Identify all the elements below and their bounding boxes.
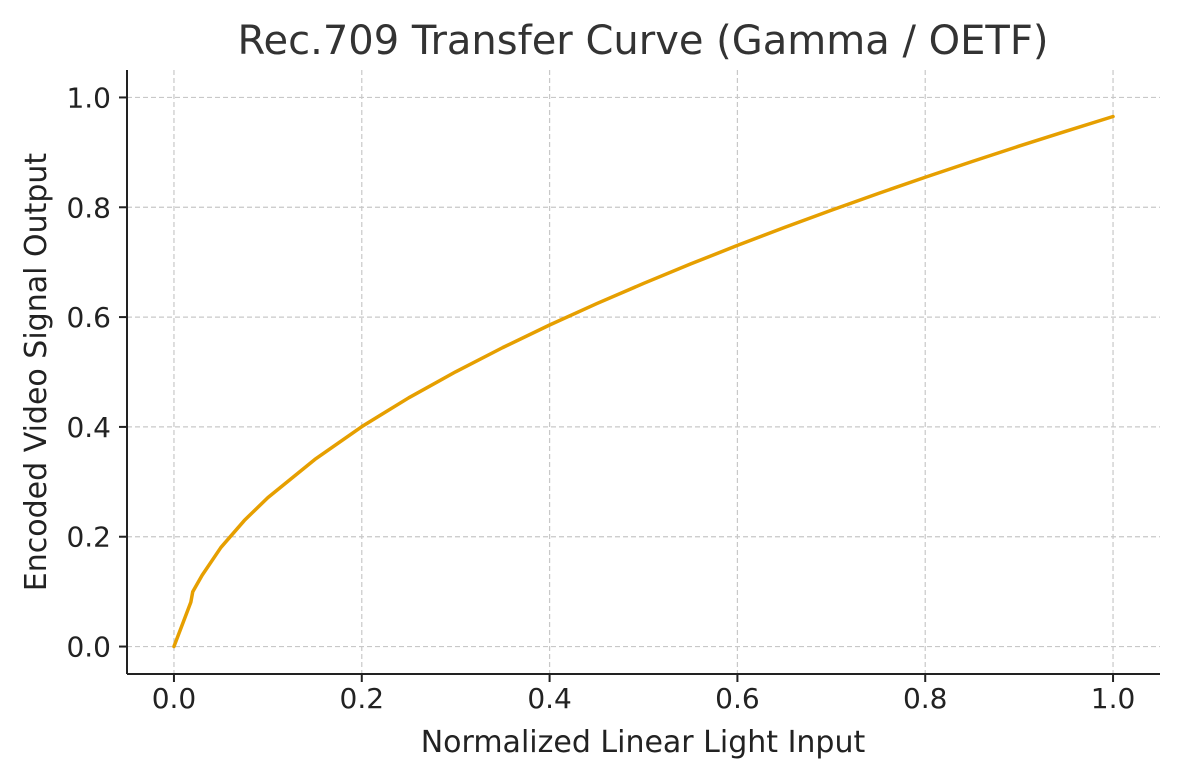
x-tick-label: 0.0 — [152, 682, 197, 715]
y-tick-label: 0.8 — [66, 191, 111, 224]
x-tick-label: 0.2 — [340, 682, 385, 715]
axes — [126, 70, 1160, 675]
x-tick-label: 0.6 — [715, 682, 760, 715]
series — [172, 114, 1115, 649]
y-tick-label: 0.0 — [66, 631, 111, 664]
y-axis-label: Encoded Video Signal Output — [19, 153, 54, 592]
y-tick-label: 0.6 — [66, 301, 111, 334]
x-tick-label: 1.0 — [1091, 682, 1136, 715]
grid — [127, 70, 1160, 674]
transfer-curve-line — [172, 114, 1115, 649]
chart-title: Rec.709 Transfer Curve (Gamma / OETF) — [238, 18, 1049, 64]
y-tick-label: 0.2 — [66, 521, 111, 554]
ticks: 0.0 0.2 0.4 0.6 0.8 1.0 0.0 0.2 0.4 0.6 0.8 1.0 — [66, 81, 1135, 715]
y-tick-label: 0.4 — [66, 411, 111, 444]
x-tick-label: 0.8 — [903, 682, 948, 715]
x-axis-label: Normalized Linear Light Input — [421, 725, 866, 760]
x-tick-label: 0.4 — [527, 682, 572, 715]
y-tick-label: 1.0 — [66, 81, 111, 114]
